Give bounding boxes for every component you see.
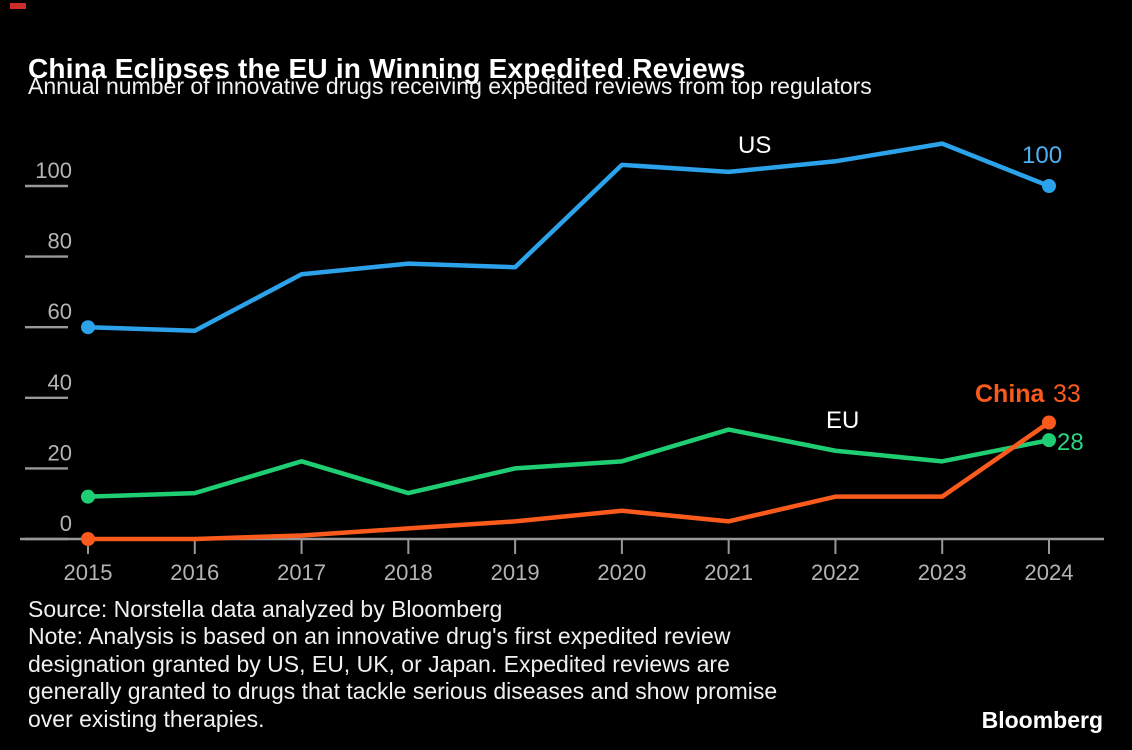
x-axis-label: 2023 [918,560,967,585]
series-line-china [85,420,1052,542]
chart-subtitle: Annual number of innovative drugs receiv… [28,73,872,99]
x-axis-label: 2024 [1025,560,1074,585]
annotation-28: 28 [1057,429,1084,456]
annotation-33: 33 [1053,380,1081,408]
y-axis-label: 60 [48,299,72,324]
x-axis-label: 2015 [64,560,113,585]
x-axis-label: 2018 [384,560,433,585]
x-axis-label: 2016 [170,560,219,585]
series-endpoint-dot-eu [81,489,95,504]
y-axis-label: 100 [35,158,72,183]
annotation-100: 100 [1022,142,1062,169]
y-axis-label: 40 [48,370,72,395]
note-line: over existing therapies. [28,705,265,732]
annotation-us: US [738,132,771,159]
series-line-eu [85,427,1052,499]
series-line-us [85,141,1052,333]
note-line: generally granted to drugs that tackle s… [28,678,778,705]
x-axis-label: 2017 [277,560,326,585]
annotation-eu: EU [826,407,859,434]
x-axis-label: 2020 [597,560,646,585]
note-line: designation granted by US, EU, UK, or Ja… [28,650,730,677]
series-endpoint-dot-eu [1042,433,1056,448]
y-axis-label: 20 [48,440,72,465]
note-text: Note: Analysis is based on an innovative… [28,623,777,733]
series-endpoint-dot-china [1042,415,1056,430]
y-axis-label: 0 [60,511,72,536]
x-axis-label: 2022 [811,560,860,585]
note-line: Note: Analysis is based on an innovative… [28,623,731,650]
y-axis-label: 80 [48,229,72,254]
series-endpoint-dot-us [81,320,95,335]
chart-title: China Eclipses the EU in Winning Expedit… [28,52,746,84]
footnote-block: Source: Norstella data analyzed by Bloom… [28,596,777,733]
bloomberg-logo: Bloomberg [981,707,1103,733]
x-axis-label: 2019 [491,560,540,585]
series-endpoint-dot-us [1042,179,1056,193]
annotation-china: China [975,380,1046,408]
source-line: Source: Norstella data analyzed by Bloom… [28,596,503,622]
x-axis-label: 2021 [704,560,753,585]
series-endpoint-dot-china [81,532,95,546]
brand-mark [10,3,26,9]
